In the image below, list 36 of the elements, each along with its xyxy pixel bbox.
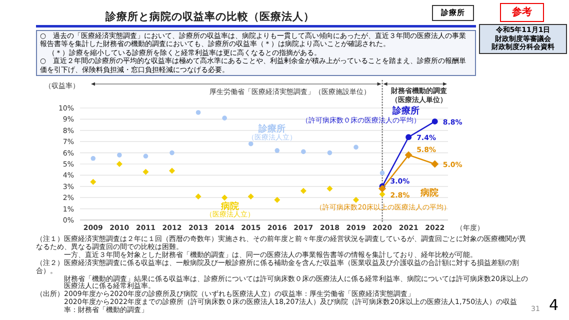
point — [248, 141, 254, 146]
point — [380, 170, 385, 176]
text: 病院 — [420, 187, 439, 198]
point — [274, 196, 280, 203]
chart-title: 診療所と病院の収益率の比較（医療法人） — [104, 10, 314, 23]
point — [432, 118, 438, 124]
point — [274, 148, 280, 153]
text: 参考 — [500, 3, 544, 22]
point — [404, 151, 412, 159]
series-label: 病院 — [220, 200, 239, 212]
point — [195, 193, 202, 200]
point — [143, 154, 148, 159]
point — [301, 149, 306, 154]
point — [354, 144, 358, 150]
point — [353, 196, 359, 203]
point — [170, 150, 174, 156]
series-label: 診療所 — [391, 106, 420, 117]
point — [142, 168, 149, 175]
point — [378, 184, 386, 192]
point — [116, 161, 122, 167]
point — [90, 156, 96, 161]
series-label: 診療所 — [257, 124, 286, 135]
point — [406, 134, 412, 140]
point — [117, 152, 122, 158]
point — [169, 168, 175, 174]
point — [326, 186, 333, 192]
point — [222, 194, 228, 201]
point — [90, 178, 96, 185]
point — [431, 160, 439, 168]
point — [196, 110, 201, 115]
point — [327, 150, 332, 156]
point — [300, 188, 306, 194]
point — [379, 191, 386, 198]
point — [222, 116, 227, 120]
text: 4 — [549, 296, 559, 314]
point — [248, 193, 254, 200]
